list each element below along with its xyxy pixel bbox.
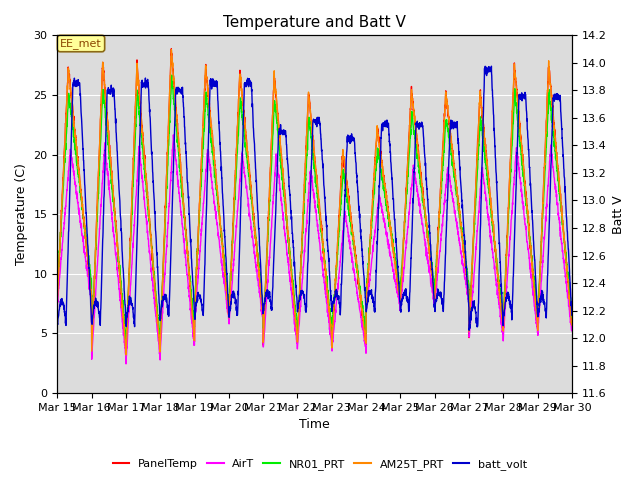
Y-axis label: Batt V: Batt V: [612, 195, 625, 234]
Text: EE_met: EE_met: [60, 38, 102, 49]
X-axis label: Time: Time: [300, 419, 330, 432]
Legend: PanelTemp, AirT, NR01_PRT, AM25T_PRT, batt_volt: PanelTemp, AirT, NR01_PRT, AM25T_PRT, ba…: [108, 455, 532, 474]
Y-axis label: Temperature (C): Temperature (C): [15, 163, 28, 265]
Title: Temperature and Batt V: Temperature and Batt V: [223, 15, 406, 30]
